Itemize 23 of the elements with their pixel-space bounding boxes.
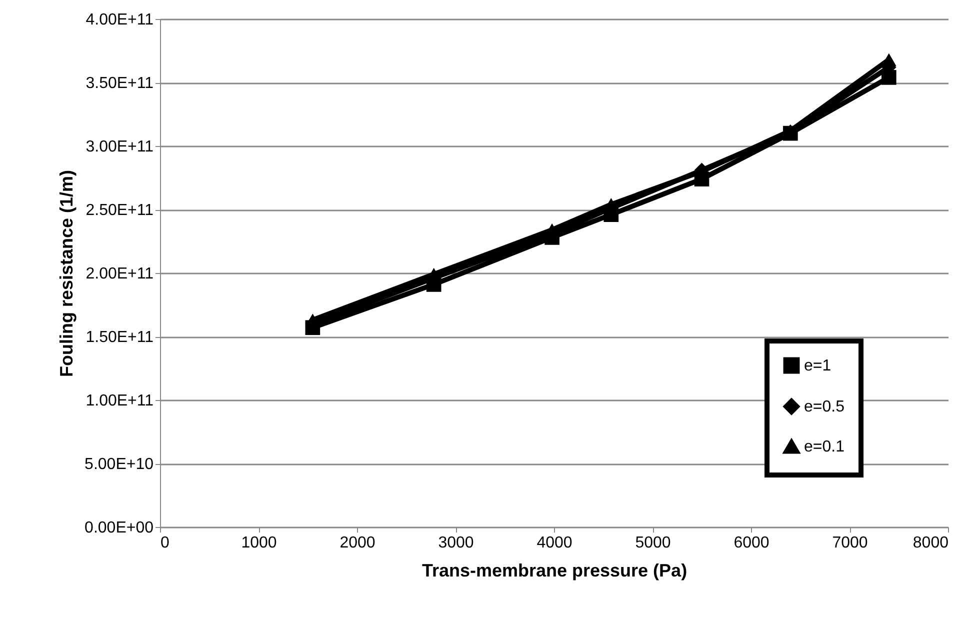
y-tick-label: 2.50E+11 [86,202,154,219]
legend-label: e=0.1 [804,438,845,456]
y-tick-label: 4.00E+11 [86,12,154,28]
y-tick-label: 5.00E+10 [84,456,154,473]
y-tick-label: 3.00E+11 [86,138,154,156]
x-tick-label: 1000 [241,534,277,552]
x-tick-label: 2000 [340,534,376,552]
x-tick-label: 7000 [832,534,868,552]
x-tick-label: 5000 [635,534,671,552]
y-tick-label: 1.00E+11 [86,392,154,410]
y-tick-label: 2.00E+11 [86,266,154,282]
y-tick-label: 3.50E+11 [86,75,154,92]
x-tick-label: 6000 [734,534,770,552]
y-tick-label: 0.00E+00 [84,520,154,536]
legend-label: e=1 [804,358,832,374]
y-axis-title: Fouling resistance (1/m) [56,170,77,378]
x-tick-label: 8000 [912,534,949,552]
y-tick-label: 1.50E+11 [86,329,154,346]
x-axis-title: Trans-membrane pressure (Pa) [422,560,688,580]
x-tick-label: 0 [160,534,170,552]
x-tick-label: 4000 [536,534,572,552]
legend-label: e=0.5 [804,398,845,416]
x-tick-label: 3000 [438,534,474,552]
